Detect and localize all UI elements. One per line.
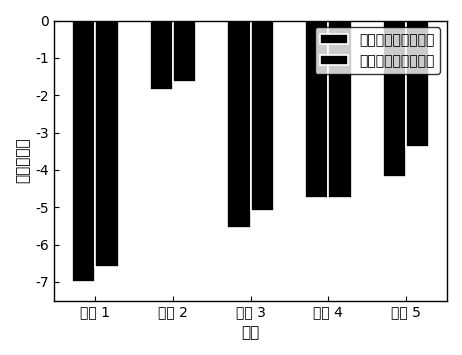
Y-axis label: 收益（元）: 收益（元） [15, 138, 30, 183]
X-axis label: 用户: 用户 [242, 325, 260, 340]
Bar [406, 21, 429, 147]
Bar [72, 21, 95, 282]
Legend: 无储能参与电能交易, 有储能参与电能交易: 无储能参与电能交易, 有储能参与电能交易 [315, 27, 440, 73]
Bar [95, 21, 119, 267]
Bar [328, 21, 352, 198]
Bar [250, 21, 274, 211]
Bar [150, 21, 173, 89]
Bar [173, 21, 196, 82]
Bar [383, 21, 406, 178]
Bar [227, 21, 250, 228]
Bar [305, 21, 328, 198]
